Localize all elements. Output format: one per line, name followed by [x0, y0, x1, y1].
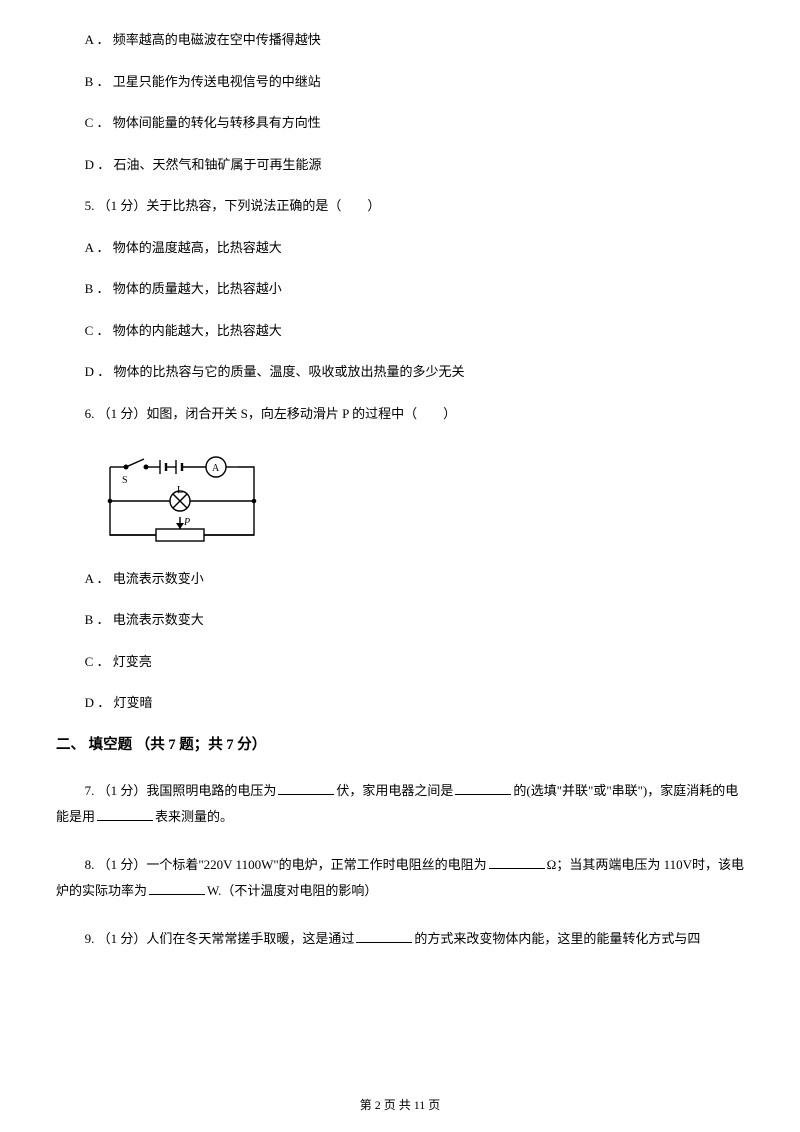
- circuit-diagram: S A L P: [98, 453, 266, 545]
- q6-option-c: C ． 灯变亮: [56, 652, 744, 672]
- q5-option-a: A ． 物体的温度越高，比热容越大: [56, 238, 744, 258]
- q5-option-d: D ． 物体的比热容与它的质量、温度、吸收或放出热量的多少无关: [56, 362, 744, 382]
- option-c-prev: C ． 物体间能量的转化与转移具有方向性: [56, 113, 744, 133]
- q9-pre: 9. （1 分）人们在冬天常常搓手取暖，这是通过: [56, 926, 354, 952]
- q8-pre: 8. （1 分）一个标着"220V 1100W"的电炉，正常工作时电阻丝的电阻为: [56, 852, 487, 878]
- q7: 7. （1 分）我国照明电路的电压为伏，家用电器之间是的(选填"并联"或"串联"…: [56, 778, 744, 830]
- q7-blank-3[interactable]: [97, 808, 153, 821]
- option-a-prev: A ． 频率越高的电磁波在空中传播得越快: [56, 30, 744, 50]
- q9-blank-1[interactable]: [356, 930, 412, 943]
- q8-blank-2[interactable]: [149, 882, 205, 895]
- circuit-label-s: S: [122, 475, 128, 486]
- q6-option-b: B ． 电流表示数变大: [56, 610, 744, 630]
- option-b-prev: B ． 卫星只能作为传送电视信号的中继站: [56, 72, 744, 92]
- q8-post: W.（不计温度对电阻的影响）: [207, 883, 377, 898]
- q5-option-b: B ． 物体的质量越大，比热容越小: [56, 279, 744, 299]
- q6-option-a: A ． 电流表示数变小: [56, 569, 744, 589]
- q8: 8. （1 分）一个标着"220V 1100W"的电炉，正常工作时电阻丝的电阻为…: [56, 852, 744, 904]
- circuit-label-l: L: [177, 485, 183, 496]
- q6-option-d: D ． 灯变暗: [56, 693, 744, 713]
- q7-mid1: 伏，家用电器之间是: [336, 783, 453, 798]
- page-footer: 第 2 页 共 11 页: [0, 1096, 800, 1114]
- q7-blank-1[interactable]: [278, 782, 334, 795]
- q9-post: 的方式来改变物体内能，这里的能量转化方式与四: [414, 931, 700, 946]
- q9: 9. （1 分）人们在冬天常常搓手取暖，这是通过 的方式来改变物体内能，这里的能量…: [56, 926, 744, 952]
- q5-stem: 5. （1 分）关于比热容，下列说法正确的是（ ）: [56, 196, 744, 216]
- circuit-label-a: A: [212, 463, 220, 474]
- q8-blank-1[interactable]: [489, 856, 545, 869]
- q5-option-c: C ． 物体的内能越大，比热容越大: [56, 321, 744, 341]
- q7-post: 表来测量的。: [155, 809, 233, 824]
- q6-stem: 6. （1 分）如图，闭合开关 S，向左移动滑片 P 的过程中（ ）: [56, 404, 744, 424]
- q7-pre: 7. （1 分）我国照明电路的电压为: [56, 778, 276, 804]
- circuit-label-p: P: [183, 517, 190, 528]
- section-2-header: 二、 填空题 （共 7 题；共 7 分）: [56, 735, 744, 757]
- q7-blank-2[interactable]: [455, 782, 511, 795]
- option-d-prev: D ． 石油、天然气和铀矿属于可再生能源: [56, 155, 744, 175]
